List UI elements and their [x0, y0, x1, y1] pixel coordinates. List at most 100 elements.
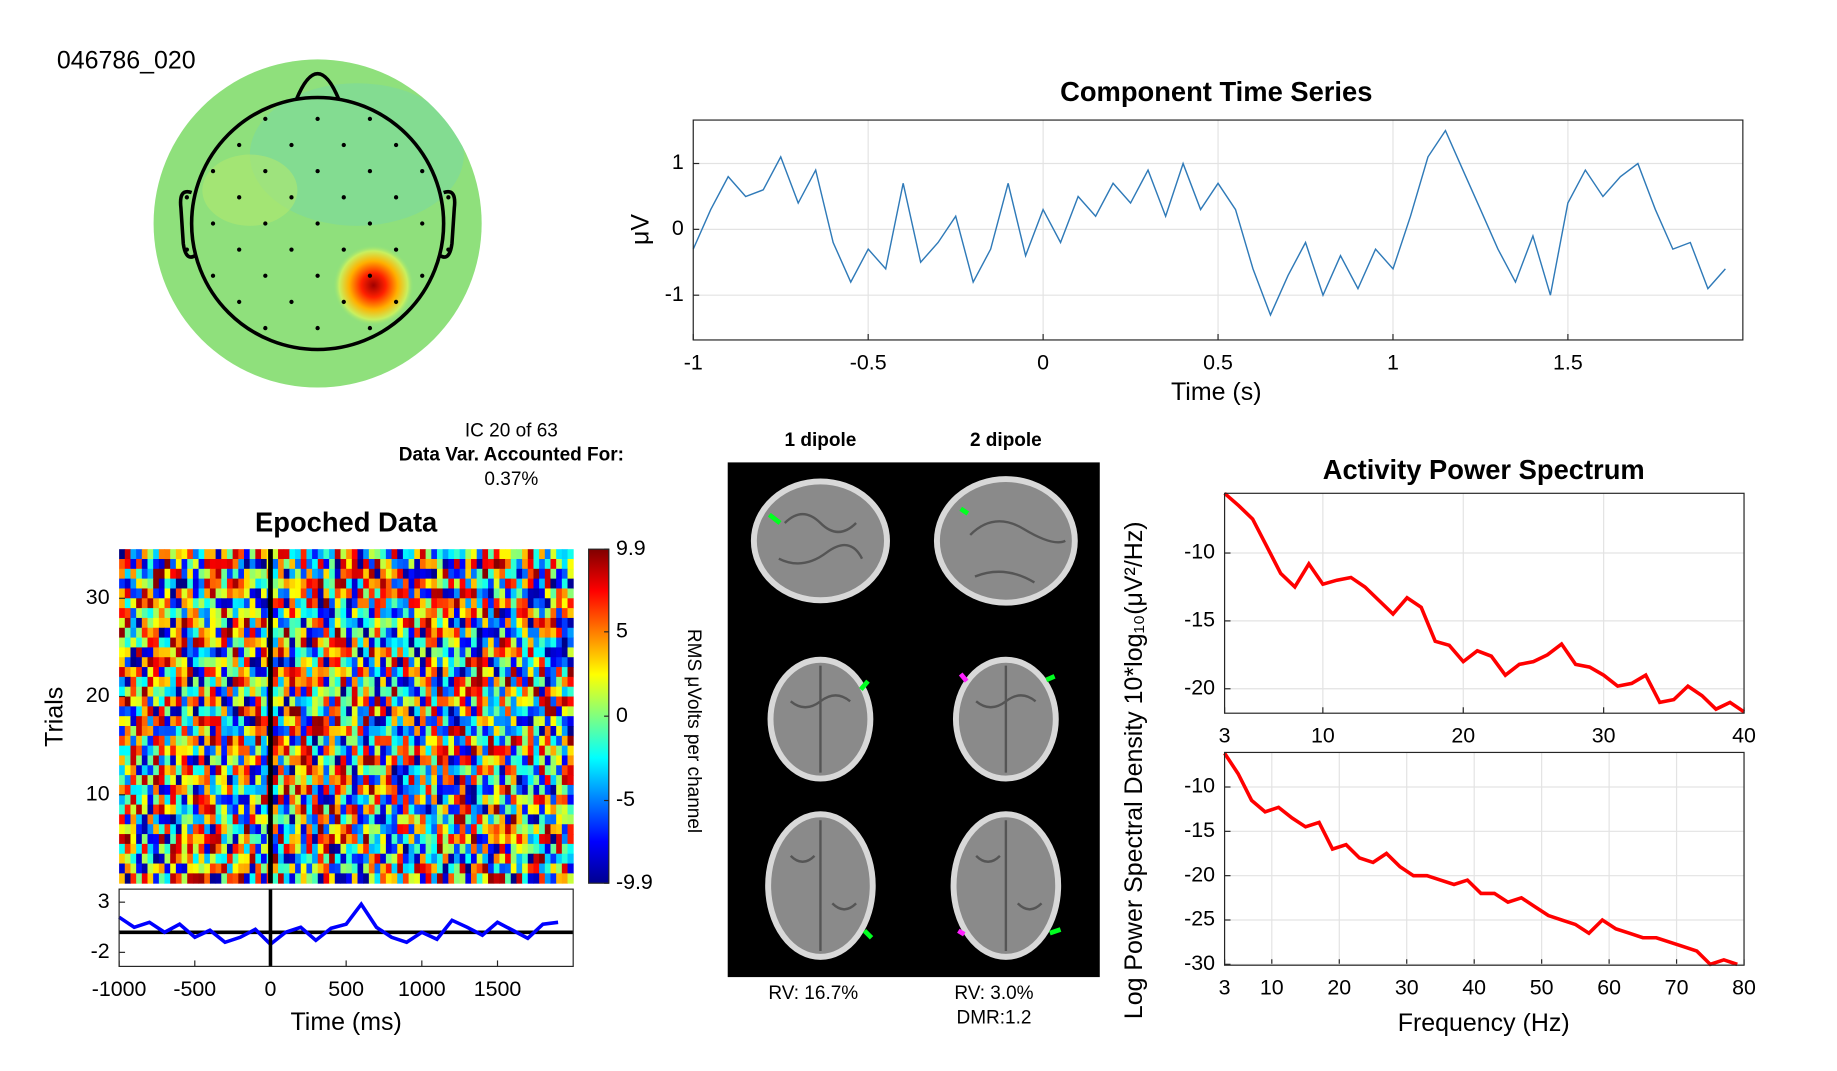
image-cell [158, 578, 166, 589]
image-cell [192, 794, 200, 806]
image-cell [419, 598, 427, 609]
image-cell [153, 755, 160, 766]
image-cell [249, 735, 256, 747]
image-cell [499, 647, 506, 658]
image-cell [221, 755, 228, 766]
image-cell [380, 558, 387, 570]
image-cell [374, 578, 381, 589]
image-cell [442, 706, 449, 717]
image-cell [289, 608, 296, 619]
x-tick-label: 1500 [474, 977, 522, 1001]
image-cell [550, 804, 557, 815]
image-cell [329, 745, 336, 756]
image-cell [442, 775, 449, 786]
image-cell [192, 716, 200, 727]
image-cell [136, 637, 143, 648]
image-cell [130, 824, 137, 835]
image-cell [391, 549, 398, 560]
image-cell [459, 686, 466, 698]
image-cell [312, 824, 319, 835]
image-cell [397, 794, 404, 806]
image-cell [164, 735, 171, 747]
image-cell [419, 794, 427, 806]
image-cell [510, 745, 517, 756]
image-cell [306, 568, 313, 580]
image-cell [414, 706, 421, 717]
image-cell [232, 558, 239, 570]
x-tick-label: -500 [173, 977, 216, 1001]
image-cell [522, 598, 529, 609]
dipole-rv: RV: 16.7% [768, 983, 858, 1004]
image-cell [397, 814, 404, 825]
image-cell [312, 725, 319, 737]
image-cell [459, 667, 466, 678]
image-cell [363, 608, 370, 619]
image-cell [436, 784, 444, 796]
image-cell [124, 735, 131, 747]
image-cell [357, 696, 364, 707]
image-cell [238, 608, 245, 619]
image-cell [488, 804, 495, 815]
image-cell [476, 617, 483, 629]
image-cell [209, 686, 217, 698]
image-cell [243, 568, 251, 580]
image-cell [374, 676, 381, 688]
image-cell [385, 667, 393, 678]
image-cell [357, 637, 364, 648]
image-cell [465, 775, 472, 786]
image-cell [153, 873, 160, 884]
image-cell [459, 843, 466, 855]
image-cell [295, 667, 302, 678]
image-cell [255, 784, 262, 796]
image-cell [465, 549, 472, 560]
image-cell [414, 735, 421, 747]
image-cell [391, 686, 398, 698]
image-cell [374, 558, 381, 570]
image-cell [408, 676, 415, 688]
image-cell [510, 676, 517, 688]
image-cell [488, 843, 495, 855]
image-cell [119, 794, 126, 806]
image-cell [442, 814, 449, 825]
image-cell [567, 834, 574, 845]
image-cell [368, 657, 376, 668]
image-cell [192, 804, 200, 815]
image-cell [158, 853, 166, 865]
image-cell [249, 608, 256, 619]
image-cell [442, 843, 449, 855]
image-cell [522, 784, 529, 796]
image-cell [453, 588, 461, 599]
image-cell [119, 725, 126, 737]
image-cell [414, 765, 421, 776]
image-cell [283, 617, 290, 629]
image-cell [385, 794, 393, 806]
image-cell [544, 794, 551, 806]
image-cell [283, 804, 290, 815]
image-cell [522, 686, 529, 698]
image-cell [346, 686, 353, 698]
image-cell [567, 667, 574, 678]
image-cell [391, 608, 398, 619]
image-cell [278, 568, 285, 580]
image-cell [323, 686, 330, 698]
image-cell [261, 725, 268, 737]
image-cell [323, 853, 330, 865]
image-cell [300, 568, 307, 580]
image-cell [272, 637, 279, 648]
image-cell [544, 843, 551, 855]
image-cell [363, 657, 370, 668]
image-cell [544, 549, 551, 560]
image-cell [351, 617, 358, 629]
image-cell [550, 598, 557, 609]
image-cell [147, 735, 154, 747]
image-cell [147, 647, 154, 658]
image-cell [380, 834, 387, 845]
image-cell [380, 657, 387, 668]
image-cell [278, 834, 285, 845]
image-cell [158, 804, 166, 815]
image-cell [351, 745, 358, 756]
image-cell [175, 794, 183, 806]
image-cell [374, 794, 381, 806]
image-cell [243, 667, 251, 678]
electrode [315, 273, 320, 278]
